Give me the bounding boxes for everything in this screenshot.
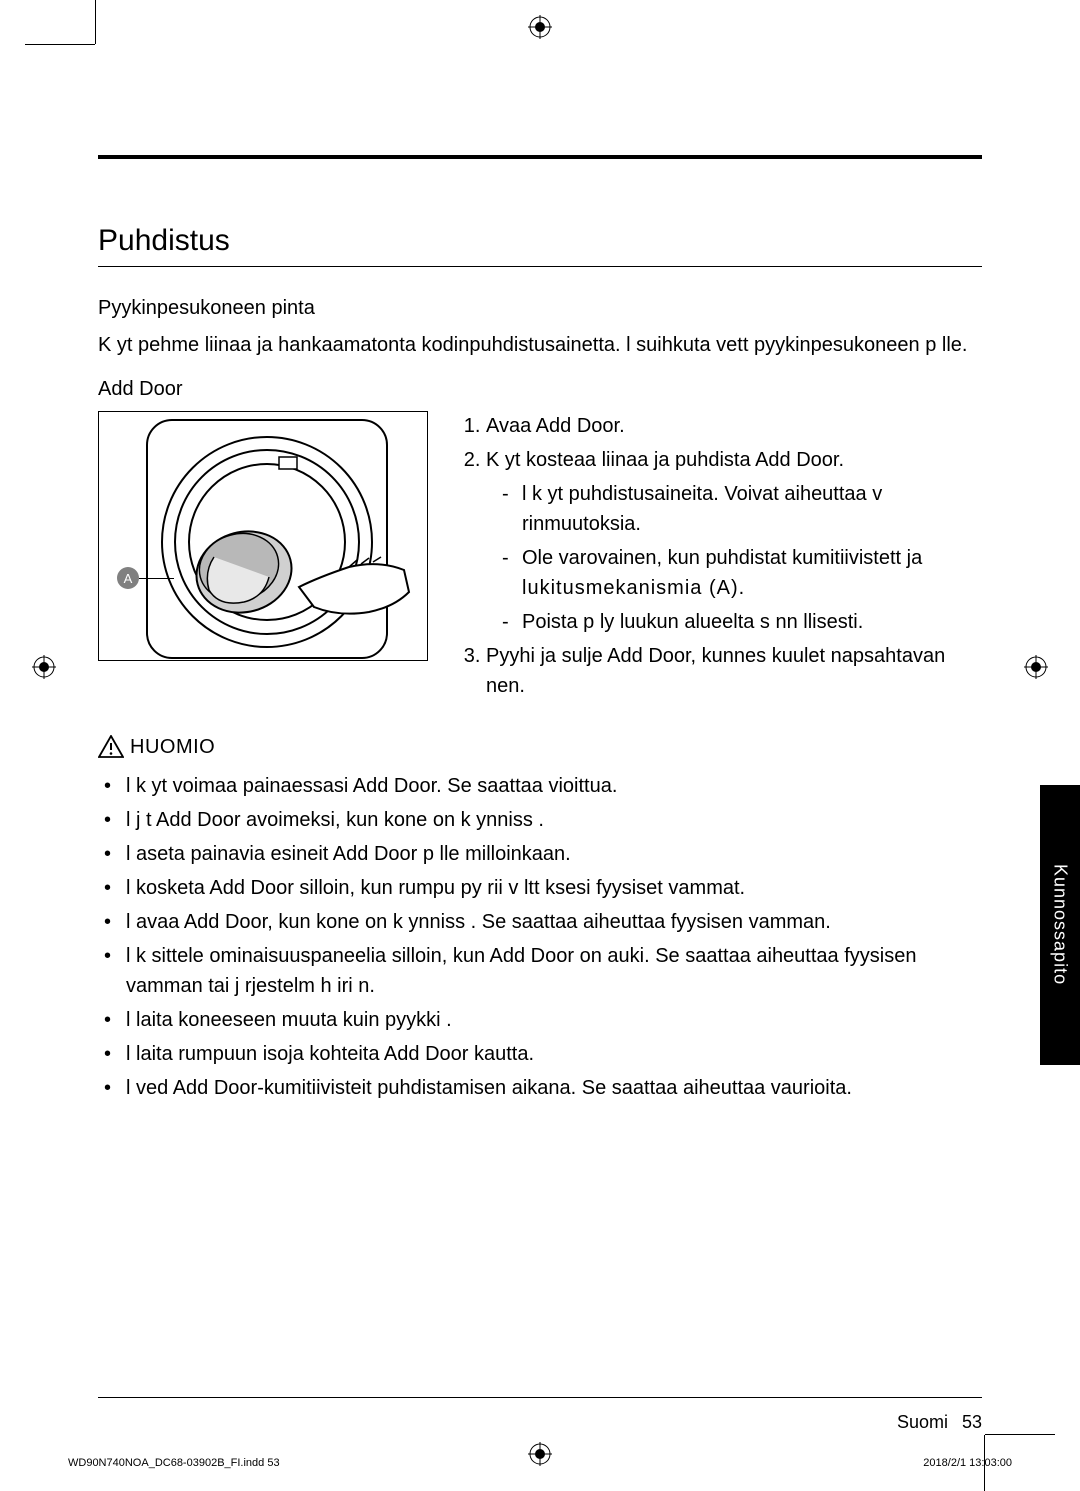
illustration-label-a: A	[117, 567, 139, 589]
instruction-list: Avaa Add Door. K yt kosteaa liinaa ja pu…	[458, 411, 982, 705]
side-tab: Kunnossapito	[1040, 785, 1080, 1065]
step-3: Pyyhi ja sulje Add Door, kunnes kuulet n…	[486, 641, 982, 701]
adddoor-illustration: A	[98, 411, 428, 661]
huomio-item: l k sittele ominaisuuspaneelia silloin, …	[126, 941, 982, 1001]
crop-corner-br-h	[985, 1434, 1055, 1435]
surface-text: K yt pehme liinaa ja hankaamatonta kodin…	[98, 330, 982, 360]
lukitus-text: lukitusmekanismia (A)	[522, 577, 739, 599]
huomio-header: HUOMIO	[98, 735, 982, 759]
step-1: Avaa Add Door.	[486, 411, 982, 441]
footer-lang: Suomi	[897, 1412, 948, 1433]
side-tab-text: Kunnossapito	[1050, 864, 1071, 985]
meta-footer: WD90N740NOA_DC68-03902B_FI.indd 53 2018/…	[68, 1457, 1012, 1469]
page-content: Puhdistus Pyykinpesukoneen pinta K yt pe…	[98, 155, 982, 1107]
huomio-list: l k yt voimaa painaessasi Add Door. Se s…	[98, 771, 982, 1103]
adddoor-title: Add Door	[98, 378, 982, 401]
surface-title: Pyykinpesukoneen pinta	[98, 297, 982, 320]
huomio-item: l avaa Add Door, kun kone on k ynniss . …	[126, 907, 982, 937]
crop-corner-tl-h	[25, 44, 95, 45]
step-2: K yt kosteaa liinaa ja puhdista Add Door…	[486, 445, 982, 637]
huomio-item: l laita koneeseen muuta kuin pyykki .	[126, 1005, 982, 1035]
meta-file: WD90N740NOA_DC68-03902B_FI.indd 53	[68, 1457, 280, 1469]
page-footer: Suomi 53	[98, 1397, 982, 1433]
substep-3: Poista p ly luukun alueelta s nn llisest…	[502, 607, 982, 637]
registration-mark-right	[1024, 655, 1048, 679]
registration-mark-top	[528, 15, 552, 39]
warning-icon	[98, 735, 124, 759]
huomio-item: l k yt voimaa painaessasi Add Door. Se s…	[126, 771, 982, 801]
footer-page: 53	[962, 1412, 982, 1433]
header-rule	[98, 155, 982, 159]
huomio-item: l ved Add Door-kumitiivisteit puhdistami…	[126, 1073, 982, 1103]
huomio-item: l kosketa Add Door silloin, kun rumpu py…	[126, 873, 982, 903]
step-2-text: K yt kosteaa liinaa ja puhdista Add Door…	[486, 449, 844, 471]
section-title: Puhdistus	[98, 224, 982, 267]
substep-2: Ole varovainen, kun puhdistat kumitiivis…	[502, 543, 982, 603]
illustration-label-line	[139, 578, 174, 579]
huomio-label: HUOMIO	[130, 736, 215, 759]
substep-1: l k yt puhdistusaineita. Voivat aiheutta…	[502, 479, 982, 539]
huomio-item: l j t Add Door avoimeksi, kun kone on k …	[126, 805, 982, 835]
huomio-item: l laita rumpuun isoja kohteita Add Door …	[126, 1039, 982, 1069]
registration-mark-left	[32, 655, 56, 679]
meta-datetime: 2018/2/1 13:03:00	[923, 1457, 1012, 1469]
huomio-item: l aseta painavia esineit Add Door p lle …	[126, 839, 982, 869]
crop-corner-tl-v	[95, 0, 96, 44]
